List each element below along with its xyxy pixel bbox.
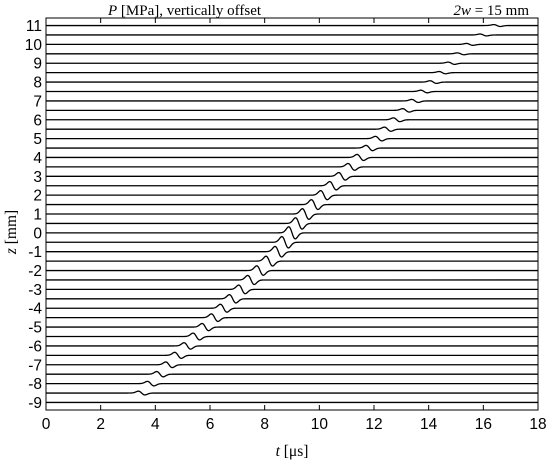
annotation-width: 2w = 15 mm [453,3,529,19]
pressure-trace [46,23,538,28]
x-axis-ticks: 0 2 4 6 8 10 12 14 16 18 [42,18,547,433]
x-axis-label-var: t [276,443,281,460]
x-tick-label: 2 [96,416,105,433]
pressure-trace [46,189,539,201]
x-tick-label: 0 [42,416,51,433]
y-axis-label: z [mm] [3,210,20,255]
pressure-trace [46,107,538,113]
annotation-pressure-var: P [107,3,117,19]
x-tick-label: 10 [311,416,329,433]
y-tick-label: 8 [33,75,42,92]
annotation-pressure-text: [MPa], vertically offset [117,3,262,19]
pressure-trace [46,226,538,240]
pressure-trace [46,313,539,323]
x-tick-label: 8 [260,416,269,433]
pressure-trace [46,162,539,171]
y-tick-label: -7 [28,357,42,374]
pressure-trace [46,171,538,181]
x-tick-label: 16 [475,416,492,433]
y-tick-label: -9 [28,395,42,412]
pressure-trace [46,332,538,341]
annotation-width-var: 2w [453,3,471,19]
pressure-trace [46,33,538,37]
pressure-trace [46,294,538,304]
x-tick-label: 18 [529,416,546,433]
pressure-trace [46,135,538,142]
y-axis-label-unit: [mm] [3,210,20,248]
y-tick-label: 7 [33,93,42,110]
x-axis-label-unit: [μs] [280,443,309,460]
y-tick-label: 11 [26,18,42,35]
pressure-trace [46,42,539,46]
pressure-trace [46,126,538,132]
pressure-trace [46,370,539,378]
pressure-trace [46,265,538,276]
x-tick-label: 14 [420,416,438,433]
y-tick-label: 9 [33,56,42,73]
x-tick-label: 4 [151,416,160,433]
y-axis-ticks: -9 -8 -7 -6-5 -4 -3 -2 -1 01 2 3 4 5 6 78 9 10 11 [25,18,43,412]
y-tick-label: 10 [25,37,43,54]
pressure-trace [46,351,538,360]
pressure-trace [46,199,538,211]
pressure-trace [46,61,538,66]
y-tick-label: 0 [33,225,42,242]
y-tick-label: -1 [28,244,42,261]
pressure-trace [46,217,539,230]
y-tick-label: -4 [28,301,42,318]
pressure-trace [46,274,539,286]
pressure-trace [46,390,538,396]
pressure-trace [46,322,538,332]
y-tick-label: -6 [28,338,42,355]
y-tick-label: -2 [28,263,42,280]
y-tick-label: 5 [33,131,42,148]
pressure-trace [46,52,538,56]
y-tick-label: 1 [33,207,42,224]
pressure-trace [46,245,539,258]
pressure-trace [46,255,538,267]
x-axis-label: t [μs] [276,443,309,460]
pressure-trace [46,342,539,350]
pressure-trace [46,80,538,85]
pressure-trace [46,235,539,249]
y-tick-label: -8 [28,376,42,393]
pressure-trace [46,117,538,123]
y-tick-label: 6 [33,112,42,129]
pressure-trace [46,144,538,152]
pressure-trace [46,180,539,191]
annotation-width-text: = 15 mm [471,3,529,19]
x-tick-label: 6 [206,416,215,433]
pressure-trace [46,89,538,94]
y-tick-label: 2 [33,188,42,205]
pressure-trace [46,361,538,369]
y-tick-label: 4 [33,150,42,167]
pressure-trace [46,380,538,387]
pressure-trace [46,303,539,313]
y-tick-label: -5 [28,320,42,337]
x-tick-label: 12 [365,416,382,433]
pressure-trace [46,98,538,104]
annotation-pressure: P [MPa], vertically offset [107,3,262,19]
pressure-trace [46,70,539,75]
y-axis-label-var: z [3,248,20,255]
y-tick-label: -3 [28,282,42,299]
pressure-trace [46,153,539,162]
y-tick-label: 3 [33,169,42,186]
traces-group [46,23,539,404]
pressure-trace [46,284,539,295]
pressure-trace [46,208,539,220]
